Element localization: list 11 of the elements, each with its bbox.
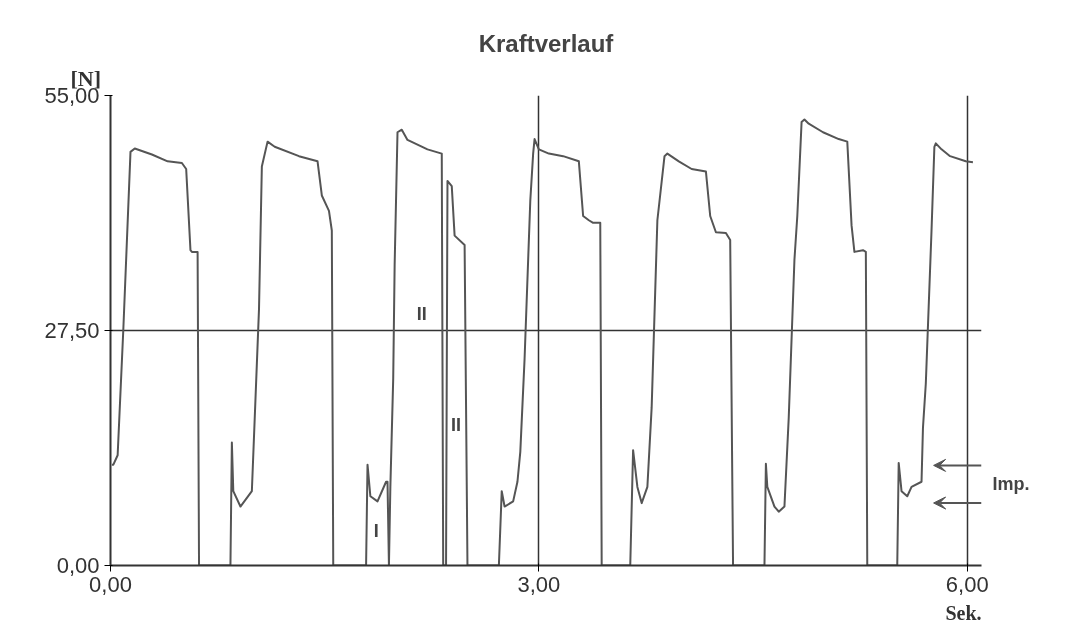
y-tick-label: 27,50: [44, 318, 100, 343]
annotation: II: [451, 415, 462, 436]
annotation: I: [373, 521, 379, 542]
annotation: II: [416, 304, 427, 325]
line-series: [110, 118, 974, 566]
text: Imp.: [992, 474, 1030, 495]
x-tick-label: 3,00: [517, 571, 561, 597]
x-axis-title: Sek.: [945, 601, 982, 624]
chart-title: Kraftverlauf: [478, 29, 615, 57]
y-tick-label: 0,00: [56, 553, 100, 578]
x-tick-label: 6,00: [945, 571, 989, 597]
